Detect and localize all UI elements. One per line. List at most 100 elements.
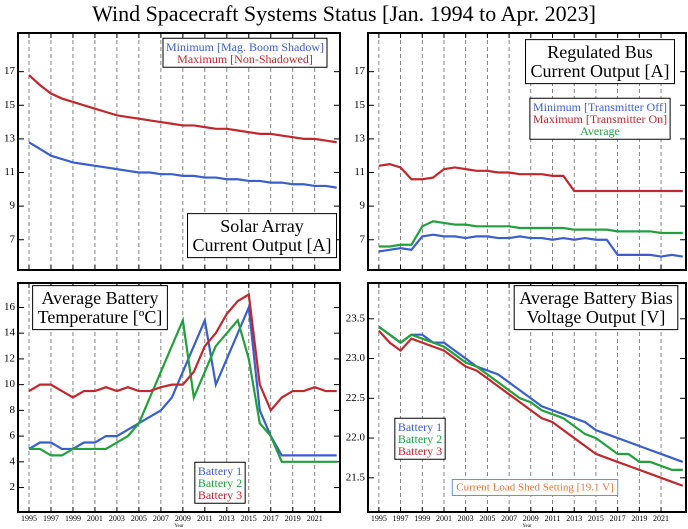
y-tick-label: 10 xyxy=(4,378,16,390)
x-axis-label: Year xyxy=(522,524,532,529)
y-tick-label: 15 xyxy=(4,99,16,111)
panel-label-line: Regulated Bus xyxy=(547,42,653,62)
series-line xyxy=(378,162,683,193)
x-tick-label: 2005 xyxy=(131,514,147,523)
annotation-text: Current Load Shed Setting [19.1 V] xyxy=(456,482,613,494)
panel-label-line: Current Output [A] xyxy=(193,235,332,255)
y-tick-label: 7 xyxy=(10,233,16,245)
x-tick-label: 2007 xyxy=(153,514,169,523)
series-group xyxy=(28,292,337,463)
series-group xyxy=(378,325,684,487)
box xyxy=(525,39,675,85)
legend-entry: Battery 3 xyxy=(398,444,442,458)
plot-frame xyxy=(17,282,341,513)
x-tick-label: 2017 xyxy=(610,514,626,523)
y-tick-label: 13 xyxy=(4,132,16,144)
box xyxy=(32,285,168,331)
series-line xyxy=(378,325,684,463)
y-tick-label: 21.5 xyxy=(346,471,366,483)
legend-entry: Maximum [Transmitter On] xyxy=(533,112,667,126)
y-tick-label: 23.0 xyxy=(346,352,366,364)
y-tick-label: 16 xyxy=(4,301,16,313)
y-tick-label: 22.0 xyxy=(346,432,366,444)
y-tick-label: 9 xyxy=(10,200,16,212)
legend-entry: Battery 2 xyxy=(198,476,242,490)
legend-entry: Battery 1 xyxy=(198,464,242,478)
plot-frame xyxy=(367,282,687,513)
x-tick-label: 2007 xyxy=(501,514,517,523)
series-group xyxy=(378,162,683,258)
panel-label-line: Solar Array xyxy=(220,216,303,236)
x-tick-label: 1997 xyxy=(43,514,59,523)
x-tick-label: 2011 xyxy=(197,514,213,523)
y-tick-label: 8 xyxy=(10,404,16,416)
box xyxy=(394,417,446,460)
y-tick-label: 14 xyxy=(4,327,16,339)
x-tick-label: 2013 xyxy=(219,514,235,523)
x-tick-label: 1995 xyxy=(21,514,37,523)
y-tick-label: 11 xyxy=(354,166,365,178)
panel-label-line: Current Output [A] xyxy=(531,61,670,81)
y-tick-label: 13 xyxy=(354,132,366,144)
annotation: Current Load Shed Setting [19.1 V] xyxy=(451,479,619,497)
series-line xyxy=(28,316,337,463)
x-tick-label: 1995 xyxy=(371,514,387,523)
y-tick-label: 6 xyxy=(10,430,16,442)
y-tick-label: 2 xyxy=(10,481,16,493)
plot-frame xyxy=(17,32,341,271)
legend-entry: Minimum [Transmitter Off] xyxy=(533,100,667,114)
x-tick-label: 2009 xyxy=(175,514,191,523)
legend-entry: Battery 1 xyxy=(398,420,442,434)
y-tick-label: 11 xyxy=(4,166,15,178)
x-axis-label: Year xyxy=(174,524,184,529)
y-tick-label: 7 xyxy=(360,233,366,245)
x-tick-label: 1997 xyxy=(393,514,409,523)
x-tick-label: 2001 xyxy=(87,514,103,523)
legend-entry: Minimum [Mag. Boom Shadow] xyxy=(166,40,324,54)
legend: Minimum [Transmitter Off]Maximum [Transm… xyxy=(529,97,671,140)
panel-label-line: Average Battery Bias xyxy=(519,288,673,308)
legend-entry: Battery 2 xyxy=(398,432,442,446)
series-line xyxy=(378,233,683,258)
x-tick-label: 2015 xyxy=(241,514,257,523)
x-tick-label: 2005 xyxy=(479,514,495,523)
plot-frame xyxy=(367,32,687,271)
page-title: Wind Spacecraft Systems Status [Jan. 199… xyxy=(92,1,596,26)
series-line xyxy=(378,325,683,471)
x-tick-label: 2009 xyxy=(523,514,539,523)
series-line xyxy=(28,141,337,189)
y-tick-label: 17 xyxy=(354,65,366,77)
x-tick-label: 2017 xyxy=(263,514,279,523)
series-line xyxy=(378,329,684,487)
y-tick-label: 17 xyxy=(4,65,16,77)
y-tick-label: 15 xyxy=(354,99,366,111)
legend-entry: Maximum [Non-Shadowed] xyxy=(177,52,313,66)
series-group xyxy=(28,74,337,189)
box xyxy=(451,479,619,497)
panel-label-line: Voltage Output [V] xyxy=(527,307,666,327)
x-tick-label: 1999 xyxy=(65,514,81,523)
x-tick-label: 2021 xyxy=(307,514,323,523)
x-tick-label: 2021 xyxy=(653,514,669,523)
series-line xyxy=(28,292,337,413)
legend-entry: Battery 3 xyxy=(198,488,242,502)
x-tick-label: 2015 xyxy=(588,514,604,523)
box xyxy=(513,285,679,331)
panel-label-line: Temperature [ºC] xyxy=(38,307,163,327)
x-tick-label: 2001 xyxy=(436,514,452,523)
box xyxy=(162,37,328,68)
series-line xyxy=(28,74,337,144)
x-tick-label: 1999 xyxy=(414,514,430,523)
y-tick-label: 9 xyxy=(360,200,366,212)
legend: Minimum [Mag. Boom Shadow]Maximum [Non-S… xyxy=(162,37,328,68)
x-tick-label: 2019 xyxy=(631,514,647,523)
box xyxy=(529,97,671,140)
y-tick-label: 12 xyxy=(4,352,15,364)
